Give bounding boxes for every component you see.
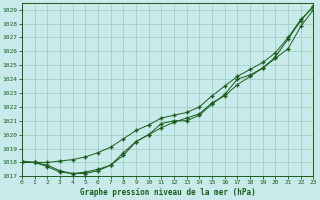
X-axis label: Graphe pression niveau de la mer (hPa): Graphe pression niveau de la mer (hPa) bbox=[80, 188, 256, 197]
